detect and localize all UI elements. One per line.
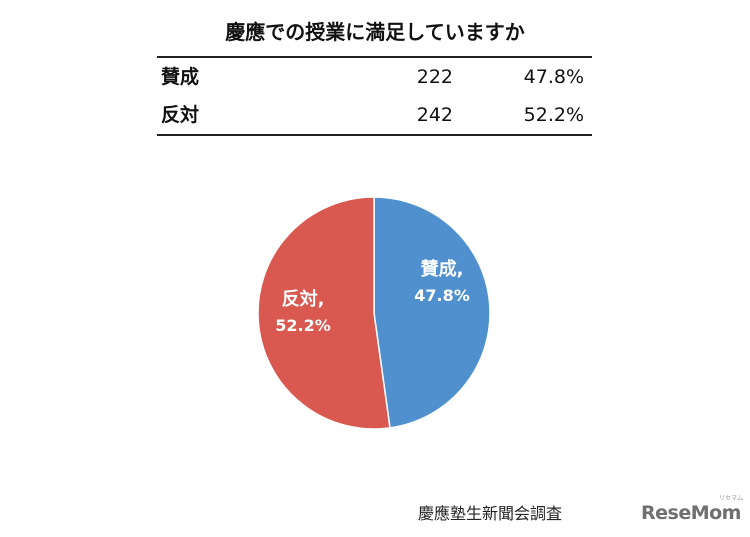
slice-label-value: 52.2%: [275, 316, 331, 335]
slice-label-name: 反対,: [282, 288, 325, 310]
table-row: 反対 242 52.2%: [157, 96, 592, 134]
logo-small-text: リセマム: [718, 495, 743, 502]
row-label: 反対: [161, 104, 200, 126]
slice-label-name: 賛成,: [421, 258, 464, 280]
source-note: 慶應塾生新聞会調査: [418, 504, 563, 523]
row-count: 242: [416, 104, 453, 126]
row-percent: 47.8%: [523, 66, 584, 88]
table-row: 賛成 222 47.8%: [157, 58, 592, 96]
slice-label-value: 47.8%: [414, 286, 470, 305]
row-count: 222: [416, 66, 453, 88]
row-label: 賛成: [161, 66, 200, 88]
resemom-logo: ReseMom リセマム: [641, 495, 743, 524]
chart-title: 慶應での授業に満足していますか: [225, 20, 525, 44]
row-percent: 52.2%: [523, 104, 584, 126]
results-table: 賛成 222 47.8% 反対 242 52.2%: [157, 56, 592, 136]
pie-slice-agree: [373, 196, 491, 429]
logo-text: ReseMom: [641, 502, 741, 524]
pie-slice-disagree: [257, 196, 391, 430]
